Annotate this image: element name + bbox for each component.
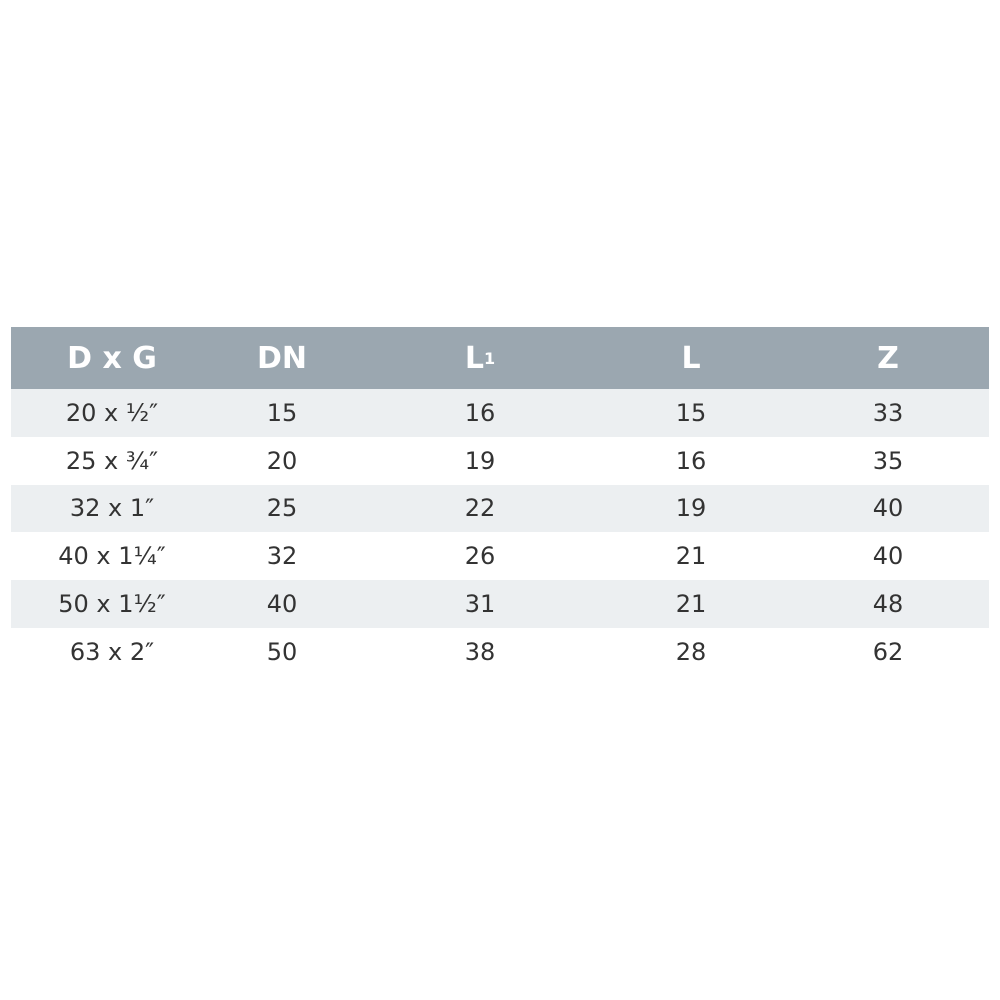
header-label: D x G [67, 340, 157, 376]
table-cell: 32 [266, 542, 298, 571]
table-cell: 40 [266, 590, 298, 619]
header-dn: DN [182, 327, 382, 389]
table-cell: 26 [464, 542, 496, 571]
table-cell: 31 [464, 590, 496, 619]
table-cell: 19 [675, 494, 707, 523]
table-cell: 19 [464, 446, 496, 475]
table-cell: 15 [675, 398, 707, 427]
table-row: 40 x 1¼″ 32 26 21 40 [11, 532, 989, 580]
header-label: L [681, 340, 701, 376]
table-cell: 15 [266, 398, 298, 427]
table-cell: 28 [675, 637, 707, 666]
table-cell: 50 [266, 637, 298, 666]
table-row: 63 x 2″ 50 38 28 62 [11, 628, 989, 676]
table-cell: 38 [464, 637, 496, 666]
table-cell: 32 x 1″ [69, 494, 155, 523]
table-cell: 22 [464, 494, 496, 523]
table-cell: 63 x 2″ [69, 637, 155, 666]
table-cell: 20 [266, 446, 298, 475]
table-cell: 40 [872, 542, 904, 571]
header-l: L [591, 327, 791, 389]
table-cell: 16 [675, 446, 707, 475]
table-cell: 48 [872, 590, 904, 619]
table-cell: 62 [872, 637, 904, 666]
table-cell: 20 x ½″ [65, 398, 159, 427]
table-row: 50 x 1½″ 40 31 21 48 [11, 580, 989, 628]
header-label: L [464, 340, 484, 376]
table-row: 32 x 1″ 25 22 19 40 [11, 484, 989, 533]
table-cell: 25 x ¾″ [65, 446, 159, 475]
header-label: Z [877, 340, 899, 376]
table-row: 20 x ½″ 15 16 15 33 [11, 389, 989, 437]
header-dxg: D x G [12, 327, 212, 389]
table-cell: 21 [675, 590, 707, 619]
header-label: DN [256, 340, 307, 376]
table-cell: 40 [872, 494, 904, 523]
table-cell: 21 [675, 542, 707, 571]
table-cell: 16 [464, 398, 496, 427]
header-subscript: 1 [483, 348, 496, 368]
header-z: Z [788, 327, 988, 389]
table-cell: 35 [872, 446, 904, 475]
table-cell: 40 x 1¼″ [58, 542, 166, 571]
table-body: 20 x ½″ 15 16 15 33 25 x ¾″ 20 19 16 35 32 x 1″ 25 2… [11, 389, 989, 676]
table-row: 25 x ¾″ 20 19 16 35 [11, 437, 989, 485]
table-cell: 50 x 1½″ [58, 590, 166, 619]
table-cell: 25 [266, 494, 298, 523]
table-cell: 33 [872, 398, 904, 427]
